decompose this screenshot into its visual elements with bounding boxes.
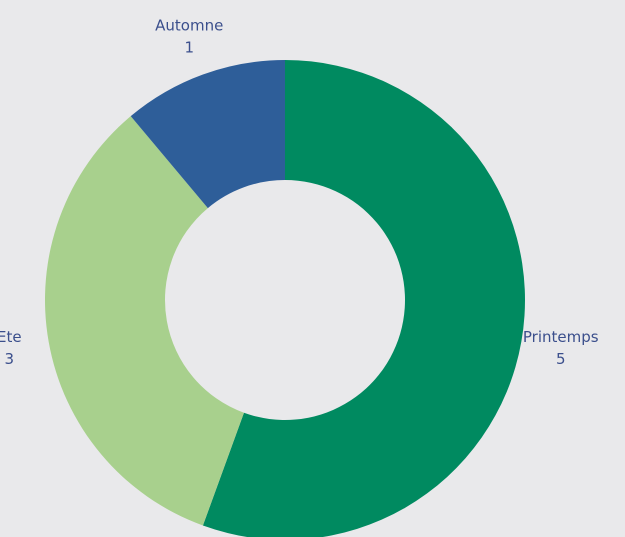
donut-slice xyxy=(44,116,244,526)
slice-value: 5 xyxy=(556,350,566,368)
slice-label: Printemps xyxy=(523,328,599,346)
slice-value: 1 xyxy=(184,38,194,56)
slice-label: Automne xyxy=(155,16,223,34)
donut-slice xyxy=(130,60,285,209)
donut-slice xyxy=(202,60,525,537)
slice-label: Ete xyxy=(0,328,22,346)
slice-value: 3 xyxy=(4,350,14,368)
